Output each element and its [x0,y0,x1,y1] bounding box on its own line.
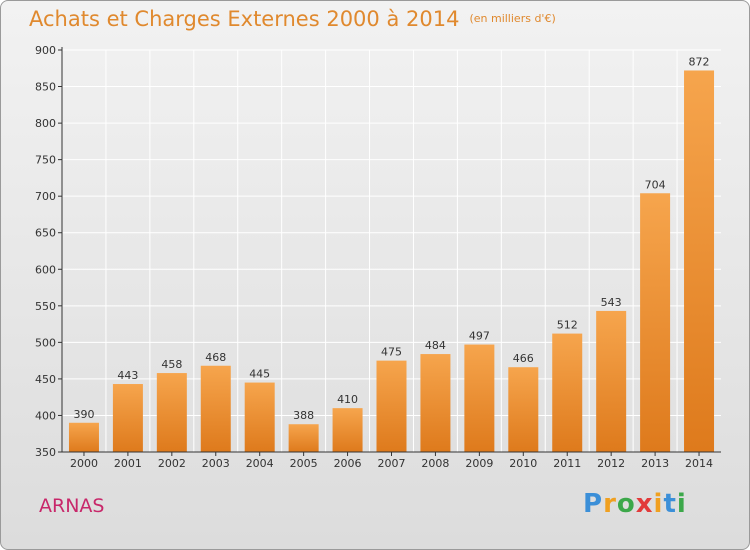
data-label-2008: 484 [425,339,446,352]
logo-letter: t [663,489,677,519]
x-tick-label-2003: 2003 [202,457,230,470]
data-label-2001: 443 [117,369,138,382]
x-tick-label-2012: 2012 [597,457,625,470]
place-name: ARNAS [39,495,105,517]
x-tick-label-2004: 2004 [246,457,274,470]
logo-letter: i [676,489,687,519]
logo-letter: i [653,489,664,519]
chart-title: Achats et Charges Externes 2000 à 2014 (e… [29,7,556,31]
bar-2010 [508,367,539,452]
logo-letter: o [616,489,636,519]
y-tick-label: 400 [35,409,56,422]
data-label-2011: 512 [557,319,578,332]
y-tick-label: 850 [35,81,56,94]
x-tick-label-2014: 2014 [685,457,713,470]
data-label-2013: 704 [645,178,666,191]
data-label-2010: 466 [513,352,534,365]
data-label-2014: 872 [689,55,710,68]
bar-2006 [332,408,363,452]
y-tick-label: 750 [35,154,56,167]
proxiti-logo[interactable]: Proxiti [583,489,687,519]
y-tick-label: 700 [35,190,56,203]
bar-2003 [200,365,231,452]
x-tick-label-2013: 2013 [641,457,669,470]
data-label-2009: 497 [469,330,490,343]
x-tick-label-2008: 2008 [421,457,449,470]
y-tick-label: 650 [35,227,56,240]
chart-title-text: Achats et Charges Externes 2000 à 2014 [29,7,460,31]
x-tick-label-2007: 2007 [378,457,406,470]
x-tick-label-2000: 2000 [70,457,98,470]
data-label-2006: 410 [337,393,358,406]
data-label-2000: 390 [73,408,94,421]
x-tick-label-2010: 2010 [509,457,537,470]
y-tick-label: 350 [35,446,56,459]
bars: 390 443 458 468 445 388 410 475 484 497 466 512 543 7… [68,55,715,452]
data-label-2004: 445 [249,368,270,381]
y-tick-label: 550 [35,300,56,313]
bar-2001 [112,384,143,452]
bar-2012 [596,310,627,452]
bar-2013 [640,193,671,452]
data-label-2007: 475 [381,346,402,359]
x-tick-label-2005: 2005 [290,457,318,470]
data-label-2005: 388 [293,409,314,422]
chart-subtitle: (en milliers d'€) [469,12,556,25]
x-tick-label-2002: 2002 [158,457,186,470]
y-tick-label: 600 [35,263,56,276]
bar-2000 [68,422,99,452]
bar-2007 [376,360,407,452]
data-label-2012: 543 [601,296,622,309]
x-tick-label-2006: 2006 [334,457,362,470]
bar-2011 [552,333,583,452]
bar-2005 [288,424,319,452]
logo-letter: x [635,489,654,519]
logo-letter: r [603,489,617,519]
x-tick-label-2011: 2011 [553,457,581,470]
bar-2004 [244,382,275,452]
data-label-2002: 458 [161,358,182,371]
bar-2009 [464,344,495,452]
logo-letter: P [583,489,604,519]
bar-2014 [684,70,715,452]
x-tick-label-2009: 2009 [465,457,493,470]
y-tick-label: 800 [35,117,56,130]
bar-2002 [156,373,187,452]
y-tick-label: 500 [35,336,56,349]
bar-2008 [420,354,451,452]
x-tick-label-2001: 2001 [114,457,142,470]
y-tick-label: 450 [35,373,56,386]
y-tick-label: 900 [35,44,56,57]
axes: 350 400 450 500 550 600 650 700 750 800 850 900 2000… [35,44,721,470]
data-label-2003: 468 [205,351,226,364]
